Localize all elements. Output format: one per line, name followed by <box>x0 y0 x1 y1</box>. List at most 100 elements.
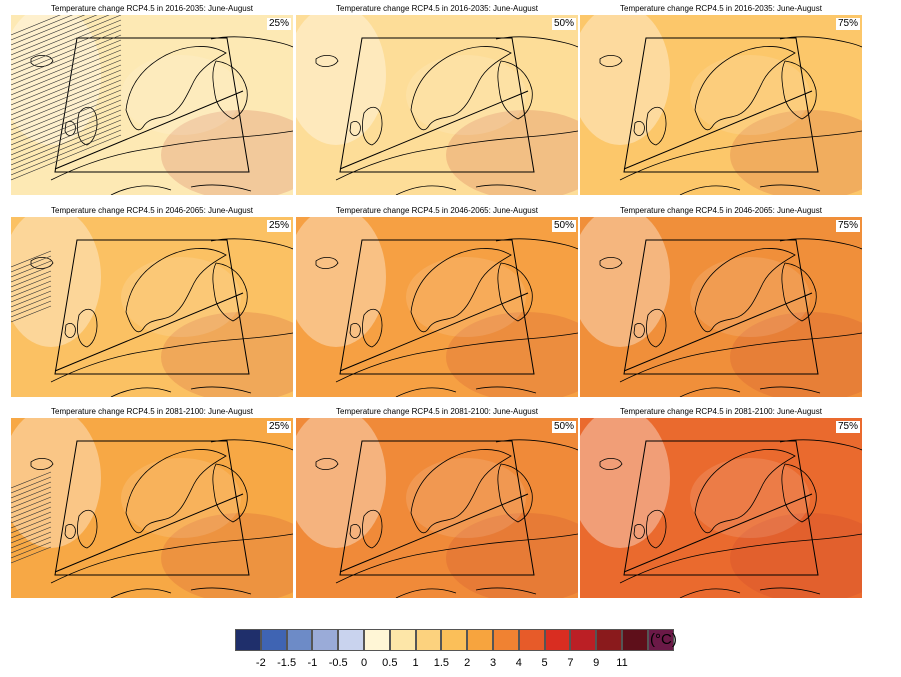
field-variation <box>406 458 526 538</box>
temperature-change-map <box>580 217 862 397</box>
panel-title: Temperature change RCP4.5 in 2016-2035: … <box>51 4 253 13</box>
map-panel: Temperature change RCP4.5 in 2046-2065: … <box>580 205 862 397</box>
region-outline <box>54 37 250 173</box>
field-variation <box>580 217 670 347</box>
coastline <box>779 439 862 451</box>
percentile-label: 75% <box>835 220 860 232</box>
field-variation <box>296 15 386 145</box>
coastline <box>410 248 512 333</box>
coastline <box>495 36 578 48</box>
percentile-label: 75% <box>835 18 860 30</box>
legend-swatch <box>544 629 571 651</box>
region-outline <box>54 239 250 375</box>
field-variation <box>406 55 526 135</box>
field-variation <box>296 217 386 347</box>
coastline <box>633 121 645 136</box>
region-divider <box>54 493 244 573</box>
legend-tick-label: -1.5 <box>277 657 297 669</box>
coastline <box>781 262 817 322</box>
region-outline <box>54 440 250 576</box>
percentile-label: 25% <box>266 220 291 232</box>
temperature-change-map <box>11 15 293 195</box>
legend-swatch <box>312 629 339 651</box>
coastline <box>633 323 645 338</box>
temperature-change-map <box>296 418 578 598</box>
coastline <box>619 332 862 383</box>
coastline <box>779 36 862 48</box>
field-variation <box>161 312 293 397</box>
field-variation <box>406 257 526 337</box>
coastline <box>110 184 252 195</box>
coastline <box>781 60 817 120</box>
legend-swatch <box>235 629 261 651</box>
panel-title: Temperature change RCP4.5 in 2016-2035: … <box>620 4 822 13</box>
coastline <box>30 458 54 470</box>
panel-title: Temperature change RCP4.5 in 2016-2035: … <box>336 4 538 13</box>
field-variation <box>121 257 241 337</box>
percentile-label: 25% <box>266 421 291 433</box>
coastline <box>599 55 623 67</box>
region-divider <box>623 493 813 573</box>
field-variation <box>690 55 810 135</box>
coastline <box>679 587 821 598</box>
coastline <box>646 106 667 146</box>
coastline <box>497 262 533 322</box>
coastline <box>110 386 252 397</box>
legend-tick-label: 3 <box>489 657 497 669</box>
percentile-label: 50% <box>551 18 576 30</box>
coastline <box>694 449 796 534</box>
map-panel: Temperature change RCP4.5 in 2016-2035: … <box>296 3 578 195</box>
field-variation <box>121 458 241 538</box>
legend-swatch <box>570 629 597 651</box>
map-panel: Temperature change RCP4.5 in 2016-2035: … <box>580 3 862 195</box>
field-variation <box>446 513 578 598</box>
temperature-change-map <box>11 418 293 598</box>
coastline <box>395 386 537 397</box>
coastline <box>335 533 578 584</box>
percentile-label: 75% <box>835 421 860 433</box>
legend-tick-label: 0.5 <box>382 657 398 669</box>
coastline <box>110 587 252 598</box>
coastline <box>125 248 227 333</box>
field-variation <box>11 418 101 548</box>
coastline <box>50 332 293 383</box>
coastline <box>633 524 645 539</box>
coastline <box>349 121 361 136</box>
region-outline <box>339 440 535 576</box>
region-outline <box>623 440 819 576</box>
region-divider <box>54 90 244 170</box>
coastline <box>646 308 667 348</box>
coastline <box>77 106 98 146</box>
legend-swatch <box>621 629 648 651</box>
coastline <box>125 46 227 131</box>
coastline <box>679 386 821 397</box>
coastline <box>125 449 227 534</box>
temperature-change-map <box>11 217 293 397</box>
legend-swatch <box>596 629 622 651</box>
coastline <box>497 463 533 523</box>
coastline <box>694 46 796 131</box>
panel-title: Temperature change RCP4.5 in 2046-2065: … <box>336 206 538 215</box>
legend-tick-label: 2 <box>464 657 471 669</box>
region-outline <box>623 37 819 173</box>
map-field <box>580 15 862 195</box>
coastline <box>619 533 862 584</box>
legend-tick-label: -0.5 <box>328 657 348 669</box>
significance-hatching <box>11 15 122 181</box>
map-field <box>580 217 862 397</box>
field-variation <box>161 110 293 195</box>
region-divider <box>54 292 244 372</box>
coastline <box>410 46 512 131</box>
map-field <box>296 217 578 397</box>
coastline <box>410 449 512 534</box>
coastline <box>315 257 339 269</box>
region-outline <box>339 239 535 375</box>
temperature-change-map <box>296 217 578 397</box>
legend-swatch <box>389 629 416 651</box>
legend-swatch <box>260 629 287 651</box>
coastline <box>646 509 667 549</box>
significance-hatching <box>11 250 52 323</box>
temperature-change-map <box>580 418 862 598</box>
legend-tick-label: 4 <box>515 657 522 669</box>
map-panel: Temperature change RCP4.5 in 2081-2100: … <box>296 406 578 598</box>
